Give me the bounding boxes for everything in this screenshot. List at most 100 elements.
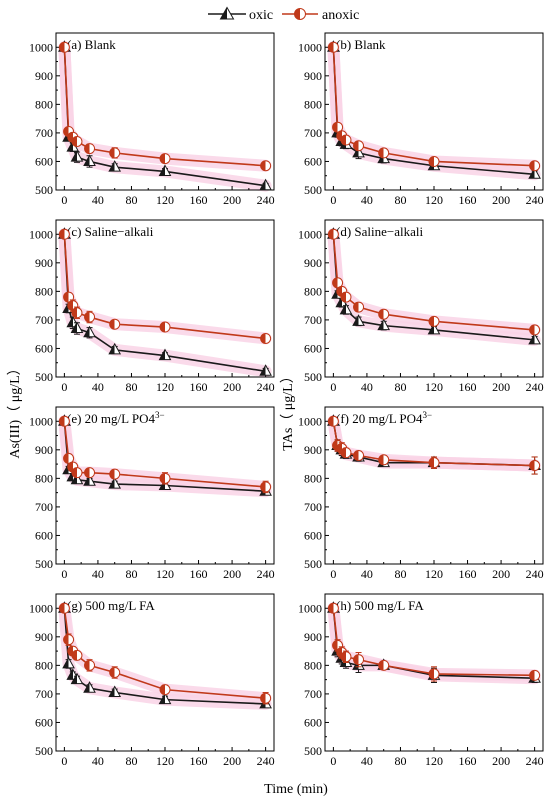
x-tick-label: 40 <box>361 380 373 394</box>
x-tick-label: 200 <box>223 567 241 581</box>
x-tick-label: 0 <box>61 380 67 394</box>
data-point-anoxic <box>529 460 541 472</box>
data-point-anoxic <box>84 311 96 323</box>
data-point-oxic <box>352 145 365 158</box>
data-point-anoxic <box>109 468 121 480</box>
data-point-anoxic <box>71 467 83 479</box>
y-tick-label: 600 <box>304 341 322 355</box>
legend-item-oxic: oxic <box>208 6 273 23</box>
data-point-anoxic <box>260 332 272 344</box>
y-tick-label: 1000 <box>298 40 322 54</box>
x-tick-label: 200 <box>492 193 510 207</box>
x-tick-label: 240 <box>257 567 275 581</box>
y-tick-label: 1000 <box>298 601 322 615</box>
panel-b: 500 600 700 800 900 1000 0 40 80 120 160 200 240 (b) … <box>298 32 544 207</box>
data-point-anoxic <box>327 41 339 53</box>
y-tick-label: 600 <box>35 341 53 355</box>
y-tick-label: 600 <box>35 528 53 542</box>
data-point-oxic <box>83 154 96 166</box>
y-tick-label: 900 <box>35 443 53 457</box>
x-tick-label: 200 <box>223 754 241 768</box>
x-tick-label: 160 <box>190 193 208 207</box>
legend-anoxic-label: anoxic <box>322 8 359 23</box>
panel-title: (e) 20 mg/L PO43− <box>67 410 165 426</box>
x-tick-label: 80 <box>394 754 406 768</box>
x-tick-label: 240 <box>526 380 544 394</box>
x-tick-label: 200 <box>492 567 510 581</box>
x-tick-label: 240 <box>257 754 275 768</box>
data-point-oxic <box>528 332 541 345</box>
y-tick-label: 500 <box>35 183 53 197</box>
x-tick-label: 40 <box>361 754 373 768</box>
y-tick-label: 800 <box>35 471 53 485</box>
y-tick-label: 1000 <box>29 601 53 615</box>
x-tick-label: 40 <box>92 193 104 207</box>
y-tick-label: 500 <box>35 370 53 384</box>
data-point-anoxic <box>378 659 390 671</box>
y-tick-label: 600 <box>304 715 322 729</box>
legend-oxic-marker <box>219 6 235 20</box>
data-point-anoxic <box>340 291 352 303</box>
data-point-anoxic <box>529 669 541 681</box>
data-point-anoxic <box>260 692 272 704</box>
series-highlight-anoxic <box>327 228 541 336</box>
data-point-anoxic <box>353 450 365 462</box>
data-point-anoxic <box>84 143 96 155</box>
y-tick-label: 600 <box>304 154 322 168</box>
x-tick-label: 240 <box>526 193 544 207</box>
x-tick-label: 80 <box>125 193 137 207</box>
legend: oxic anoxic <box>208 6 359 23</box>
y-tick-label: 900 <box>304 630 322 644</box>
data-point-oxic <box>259 364 272 376</box>
data-point-oxic <box>62 656 75 669</box>
x-tick-label: 200 <box>492 380 510 394</box>
data-point-anoxic <box>428 457 440 469</box>
data-point-anoxic <box>58 415 70 427</box>
data-point-oxic <box>108 160 122 172</box>
panel-title: (c) Saline−alkali <box>67 224 154 239</box>
legend-oxic-label: oxic <box>249 8 273 23</box>
x-tick-label: 80 <box>394 567 406 581</box>
data-point-anoxic <box>340 651 352 663</box>
x-tick-label: 120 <box>156 754 174 768</box>
data-point-oxic <box>528 167 541 179</box>
data-point-anoxic <box>353 301 365 313</box>
x-tick-label: 240 <box>526 567 544 581</box>
x-tick-label: 160 <box>190 754 208 768</box>
data-point-anoxic <box>63 452 75 464</box>
y-tick-label: 500 <box>304 183 322 197</box>
x-tick-label: 80 <box>125 754 137 768</box>
data-point-anoxic <box>260 160 272 172</box>
data-point-anoxic <box>529 324 541 336</box>
data-point-oxic <box>108 685 122 697</box>
data-point-oxic <box>339 302 353 315</box>
plot-frame <box>55 593 275 752</box>
y-tick-label: 1000 <box>298 227 322 241</box>
panel-c: 500 600 700 800 900 1000 0 40 80 120 160 200 240 (c) … <box>29 219 275 394</box>
data-point-anoxic <box>340 447 352 459</box>
y-tick-label: 700 <box>304 126 322 140</box>
x-tick-label: 0 <box>330 567 336 581</box>
x-tick-label: 80 <box>125 567 137 581</box>
data-point-oxic <box>377 318 391 331</box>
data-point-anoxic <box>159 472 171 484</box>
panel-d: 500 600 700 800 900 1000 0 40 80 120 160 200 240 (d) … <box>298 219 544 394</box>
legend-item-anoxic: anoxic <box>282 8 359 23</box>
data-point-anoxic <box>71 135 83 147</box>
x-tick-label: 40 <box>92 567 104 581</box>
data-point-oxic <box>83 325 96 338</box>
x-tick-label: 200 <box>492 754 510 768</box>
data-point-anoxic <box>109 318 121 330</box>
y-tick-label: 1000 <box>29 414 53 428</box>
data-point-anoxic <box>428 315 440 327</box>
data-point-oxic <box>70 321 84 333</box>
y-tick-label: 800 <box>35 284 53 298</box>
data-point-anoxic <box>378 454 390 466</box>
y-tick-label: 800 <box>304 658 322 672</box>
data-point-oxic <box>158 692 172 705</box>
x-tick-label: 160 <box>459 380 477 394</box>
data-point-anoxic <box>327 228 339 240</box>
data-point-anoxic <box>529 160 541 172</box>
plot-frame <box>324 219 544 378</box>
data-point-anoxic <box>71 307 83 319</box>
